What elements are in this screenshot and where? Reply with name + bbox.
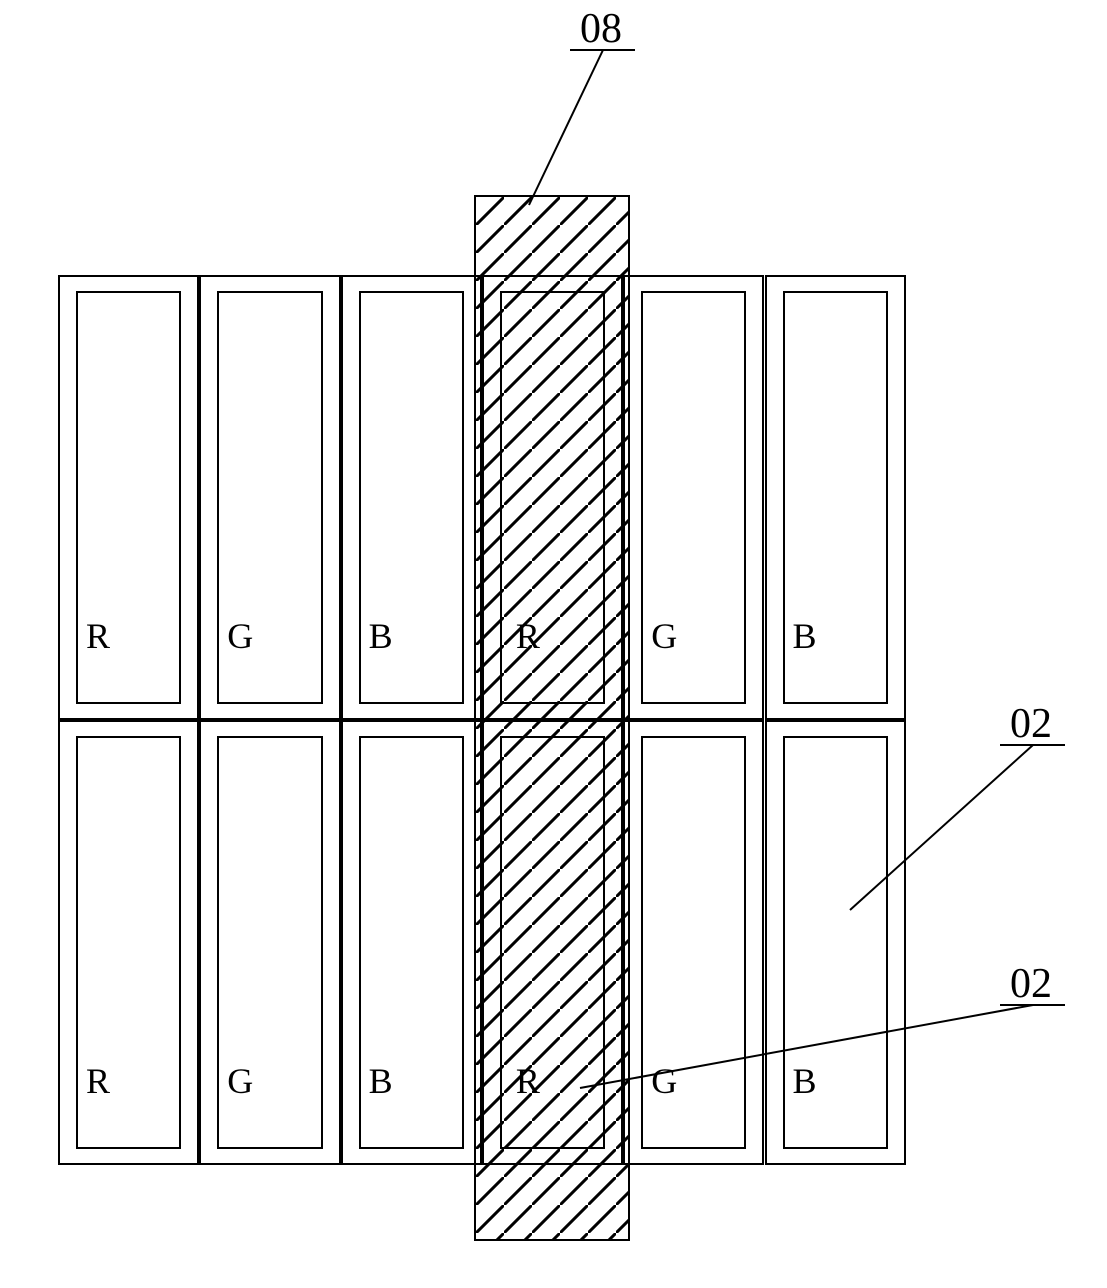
annotation-label: 08 — [580, 5, 622, 53]
subpixel-label: G — [651, 615, 677, 657]
subpixel-label: R — [86, 1060, 110, 1102]
diagram-container: RGBRGBRGBRGB 080202 — [0, 0, 1107, 1288]
subpixel-label: R — [86, 615, 110, 657]
subpixel-label: B — [793, 615, 817, 657]
subpixel-label: B — [793, 1060, 817, 1102]
annotation-label: 02 — [1010, 700, 1052, 748]
annotation-label: 02 — [1010, 960, 1052, 1008]
subpixel-label: B — [369, 1060, 393, 1102]
subpixel-label: G — [227, 615, 253, 657]
subpixel-label: G — [227, 1060, 253, 1102]
annotation-leader — [529, 50, 603, 205]
subpixel-label: G — [651, 1060, 677, 1102]
subpixel-label: B — [369, 615, 393, 657]
hatch-pattern — [476, 197, 628, 1239]
hatched-overlay — [474, 195, 630, 1241]
